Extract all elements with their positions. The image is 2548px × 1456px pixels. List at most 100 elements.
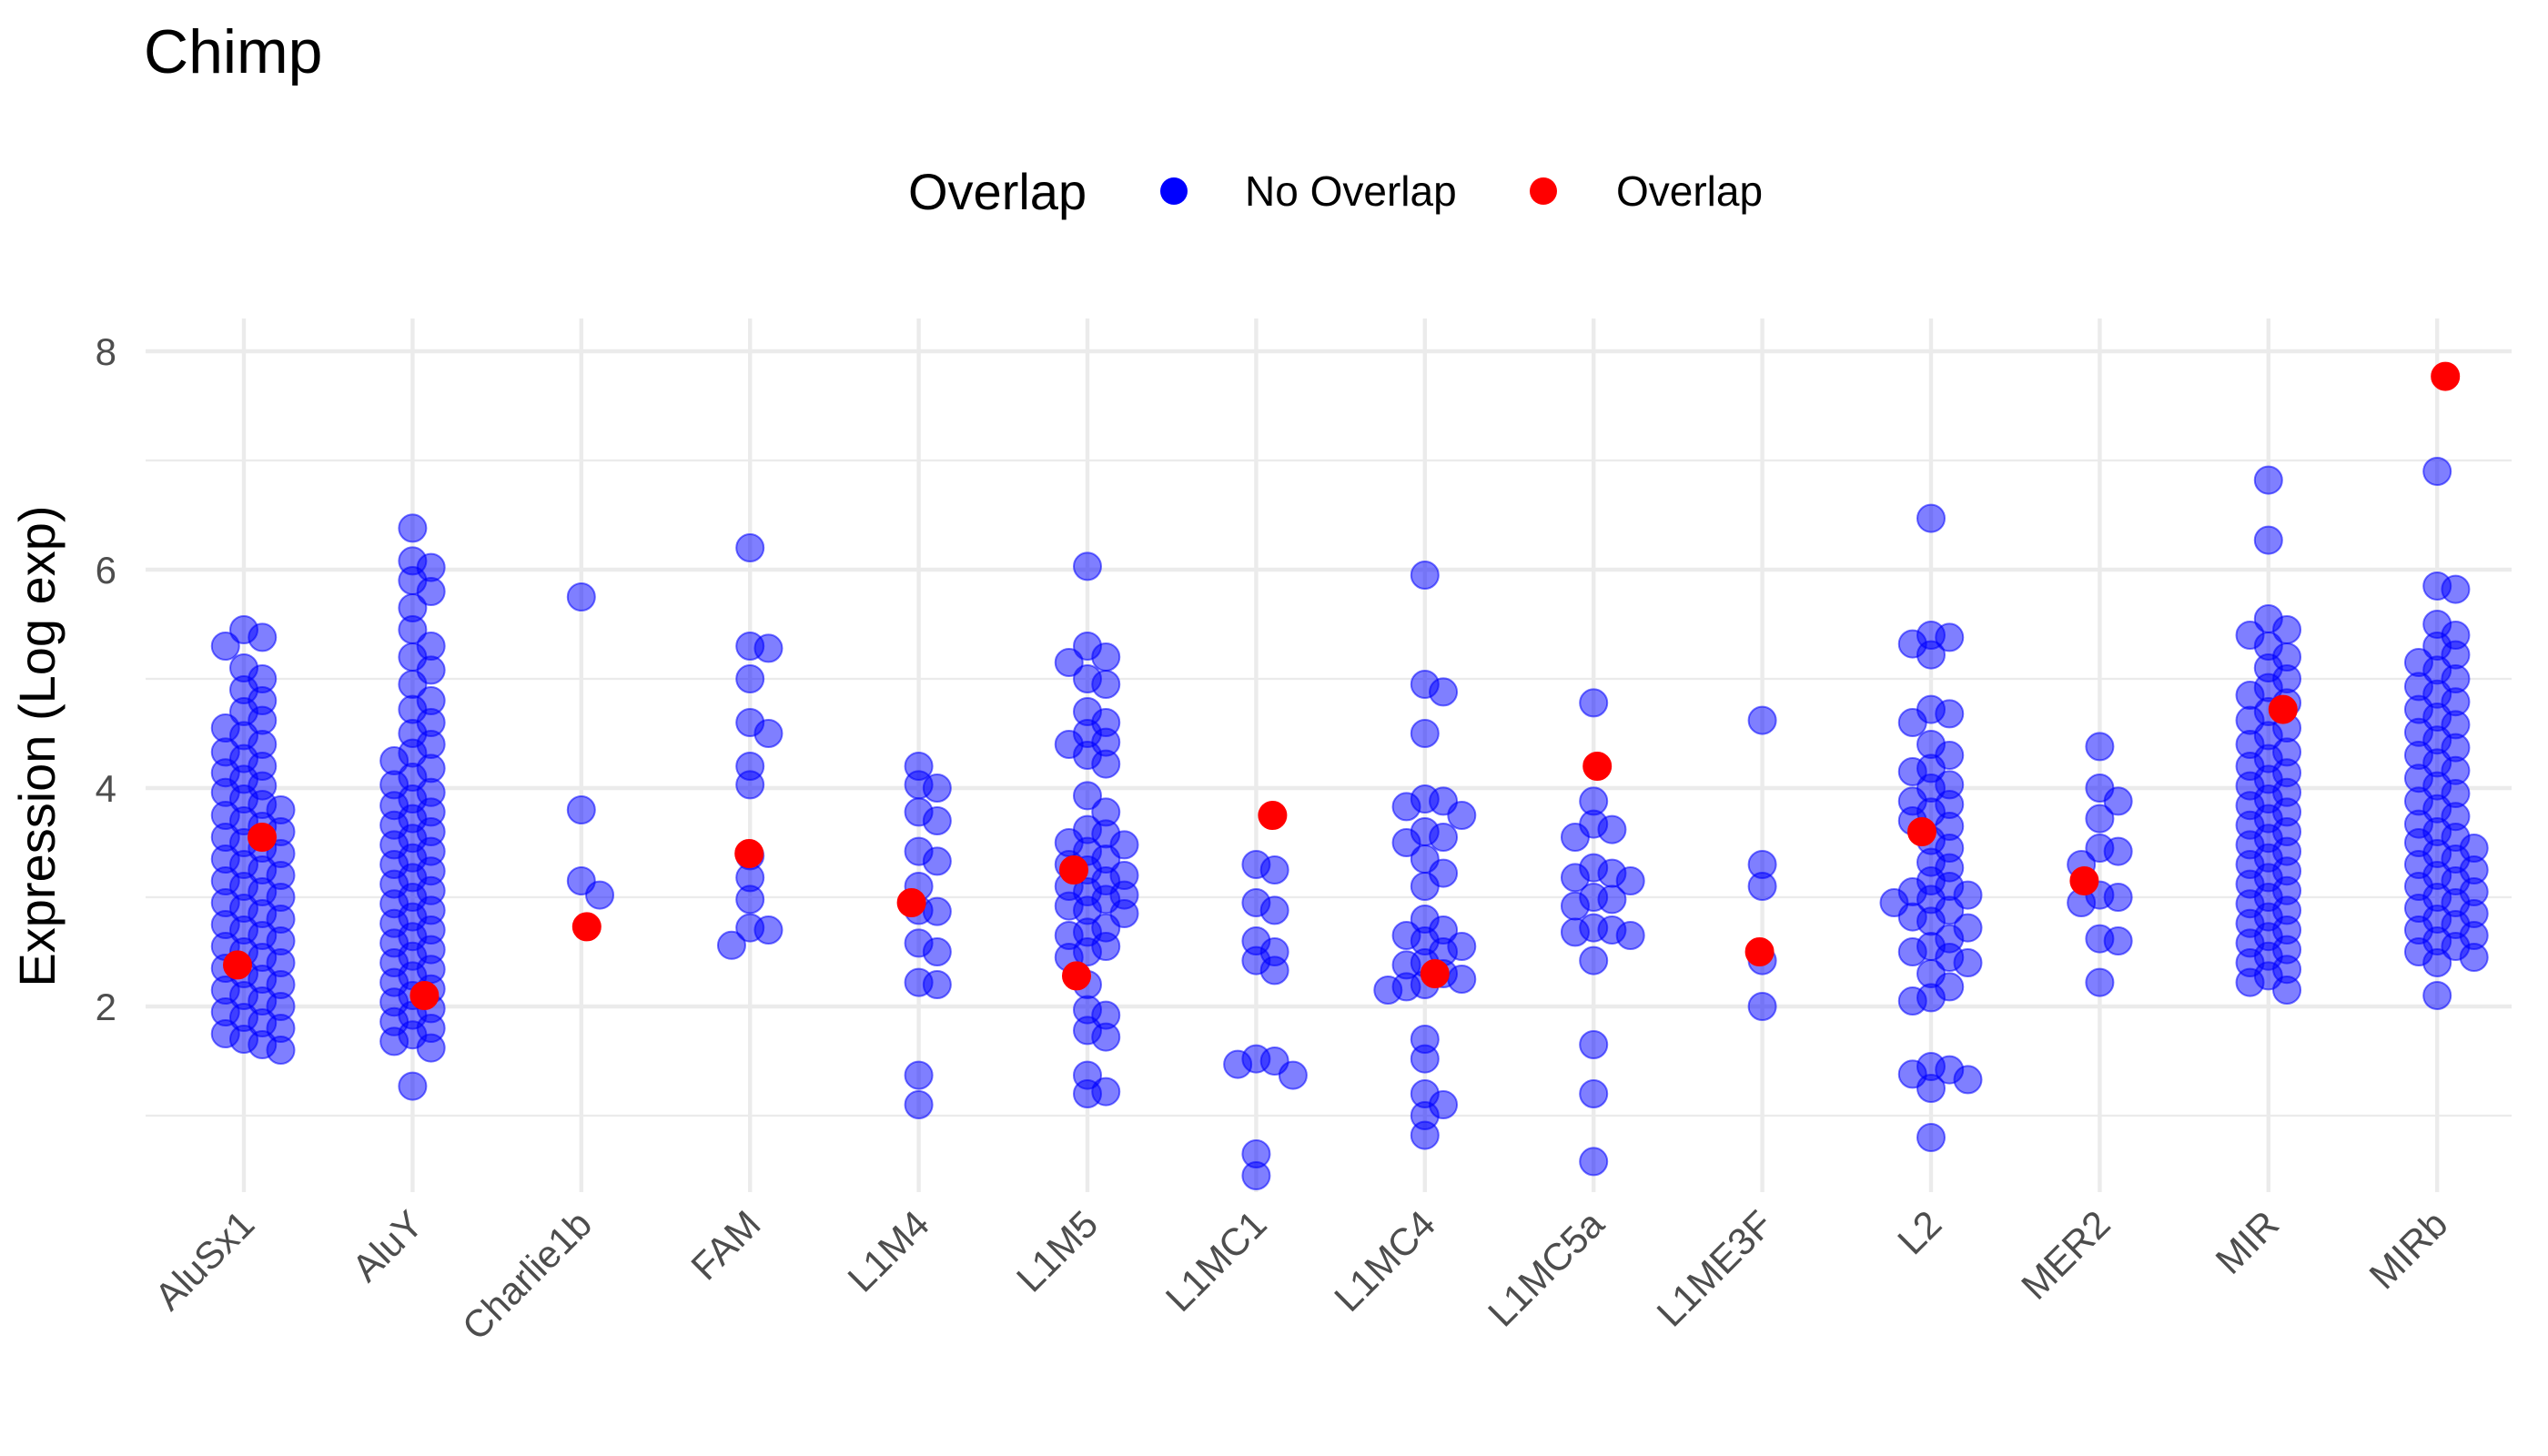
point-no-overlap xyxy=(904,1090,934,1119)
point-no-overlap xyxy=(1259,956,1289,986)
x-tick-label: L1M4 xyxy=(839,1202,937,1300)
point-no-overlap xyxy=(1560,863,1590,893)
point-overlap xyxy=(1907,817,1936,846)
point-no-overlap xyxy=(1073,1079,1102,1108)
point-no-overlap xyxy=(1091,642,1121,672)
point-no-overlap xyxy=(2253,525,2283,555)
point-overlap xyxy=(2268,694,2298,724)
point-overlap xyxy=(1582,752,1613,781)
point-no-overlap xyxy=(1429,823,1459,852)
x-tick-label: L2 xyxy=(1889,1202,1949,1262)
point-overlap xyxy=(2069,866,2099,895)
point-overlap xyxy=(571,912,602,942)
point-no-overlap xyxy=(2235,967,2265,997)
point-overlap xyxy=(2431,361,2461,391)
point-no-overlap xyxy=(716,930,746,960)
point-no-overlap xyxy=(1579,688,1609,718)
point-overlap xyxy=(223,950,252,980)
point-no-overlap xyxy=(1935,622,1965,652)
point-overlap xyxy=(734,839,764,868)
grid xyxy=(146,318,2512,1192)
point-no-overlap xyxy=(735,533,765,562)
x-tick-label: MIR xyxy=(2207,1202,2287,1282)
point-no-overlap xyxy=(2103,786,2133,816)
point-no-overlap xyxy=(1447,965,1477,994)
x-tick-label: MER2 xyxy=(2013,1202,2118,1308)
point-no-overlap xyxy=(1916,640,1946,670)
point-no-overlap xyxy=(1953,1065,1983,1095)
point-no-overlap xyxy=(1597,885,1627,915)
point-no-overlap xyxy=(2085,804,2115,834)
point-no-overlap xyxy=(2441,574,2471,604)
x-tick-label: L1MC5a xyxy=(1480,1202,1613,1335)
point-no-overlap xyxy=(1615,866,1645,895)
point-no-overlap xyxy=(1259,895,1289,925)
point-no-overlap xyxy=(2103,836,2133,866)
y-axis: 2 4 6 8 xyxy=(96,330,116,1028)
point-no-overlap xyxy=(1373,976,1403,1005)
point-no-overlap xyxy=(753,719,784,748)
point-no-overlap xyxy=(1579,1079,1609,1108)
point-overlap xyxy=(896,888,926,917)
x-tick-label: AluSx1 xyxy=(147,1202,262,1318)
point-no-overlap xyxy=(398,1071,428,1101)
point-no-overlap xyxy=(922,970,952,999)
point-no-overlap xyxy=(1953,948,1983,977)
point-no-overlap xyxy=(1054,648,1084,677)
point-no-overlap xyxy=(266,1036,296,1065)
y-tick-label: 6 xyxy=(96,549,116,592)
point-no-overlap xyxy=(2272,976,2302,1005)
point-no-overlap xyxy=(735,885,765,915)
legend-key-no-overlap xyxy=(1160,177,1188,205)
point-no-overlap xyxy=(922,806,952,835)
y-tick-label: 4 xyxy=(96,767,116,810)
point-no-overlap xyxy=(2253,465,2283,495)
point-overlap xyxy=(1062,961,1091,991)
point-overlap xyxy=(1258,801,1288,830)
point-no-overlap xyxy=(1391,792,1421,822)
point-no-overlap xyxy=(753,915,784,945)
point-no-overlap xyxy=(2422,948,2452,977)
point-no-overlap xyxy=(2103,926,2133,956)
point-no-overlap xyxy=(1091,670,1121,699)
point-no-overlap xyxy=(735,664,765,693)
point-no-overlap xyxy=(922,846,952,876)
point-no-overlap xyxy=(416,577,446,606)
point-no-overlap xyxy=(379,1026,410,1057)
point-overlap xyxy=(1420,959,1450,988)
point-no-overlap xyxy=(2085,967,2115,997)
x-tick-label: L1MC4 xyxy=(1326,1202,1443,1320)
plot-area xyxy=(146,318,2512,1192)
point-no-overlap xyxy=(735,770,765,800)
point-no-overlap xyxy=(753,633,784,663)
point-no-overlap xyxy=(1747,872,1777,901)
point-no-overlap xyxy=(1615,921,1645,950)
point-no-overlap xyxy=(1560,917,1590,947)
point-no-overlap xyxy=(1223,1049,1253,1079)
legend-label-no-overlap: No Overlap xyxy=(1245,167,1457,215)
point-no-overlap xyxy=(1259,855,1289,885)
point-no-overlap xyxy=(2459,943,2489,972)
y-tick-label: 8 xyxy=(96,330,116,373)
legend: Overlap No Overlap Overlap xyxy=(908,163,1763,220)
x-tick-label: FAM xyxy=(682,1202,768,1288)
point-overlap xyxy=(1059,855,1088,885)
point-no-overlap xyxy=(1391,828,1421,857)
point-no-overlap xyxy=(1560,891,1590,921)
point-no-overlap xyxy=(922,937,952,966)
point-no-overlap xyxy=(1747,992,1777,1021)
point-no-overlap xyxy=(1278,1060,1308,1090)
point-overlap xyxy=(1744,937,1774,966)
point-no-overlap xyxy=(922,896,952,926)
point-no-overlap xyxy=(1410,872,1440,901)
x-tick-label: L1MC1 xyxy=(1158,1202,1275,1320)
point-no-overlap xyxy=(904,1060,934,1090)
point-no-overlap xyxy=(2422,981,2452,1010)
legend-key-overlap xyxy=(1530,177,1557,205)
y-axis-title: Expression (Log exp) xyxy=(8,505,66,986)
x-tick-label: L1ME3F xyxy=(1648,1202,1780,1334)
point-no-overlap xyxy=(248,622,278,652)
point-no-overlap xyxy=(1579,1147,1609,1177)
point-no-overlap xyxy=(1897,937,1927,966)
